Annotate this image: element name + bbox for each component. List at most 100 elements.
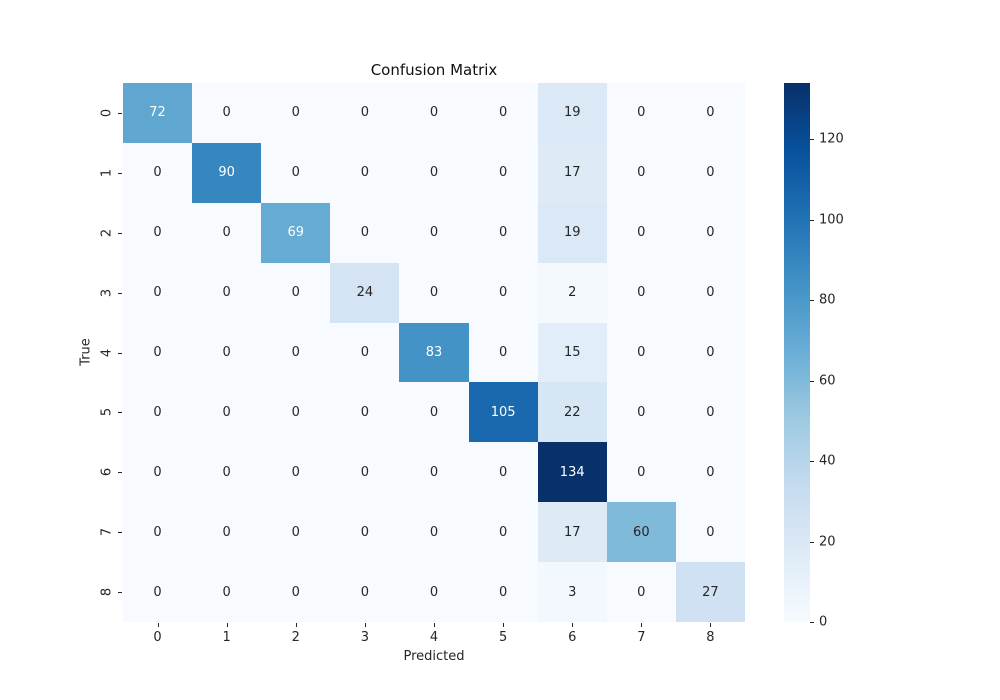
cell-value: 0 [222, 105, 231, 121]
heatmap-cell: 105 [468, 382, 538, 443]
heatmap-cell: 0 [468, 562, 538, 622]
y-tick-label: 4 [99, 348, 115, 357]
cell-value: 0 [429, 524, 439, 540]
cell-value: 0 [637, 165, 646, 181]
colorbar-tick-mark [810, 300, 814, 302]
heatmap-cell: 0 [675, 442, 745, 503]
heatmap-cell: 134 [537, 442, 607, 503]
cell-value: 19 [563, 225, 581, 241]
cell-value: 69 [287, 225, 305, 241]
cell-value: 0 [291, 404, 300, 420]
heatmap-cell: 15 [537, 322, 607, 383]
x-tick-mark [434, 623, 435, 627]
heatmap-cell: 17 [537, 142, 607, 203]
heatmap-cell: 0 [399, 502, 469, 563]
cell-value: 17 [563, 524, 581, 540]
heatmap-cell: 0 [606, 382, 676, 443]
heatmap-cell: 0 [468, 262, 538, 323]
heatmap-cell: 2 [537, 262, 607, 323]
cell-value: 0 [429, 464, 439, 480]
cell-value: 0 [637, 464, 646, 480]
heatmap-cell: 0 [675, 322, 745, 383]
x-tick-mark [364, 623, 366, 627]
cell-value: 0 [291, 524, 300, 540]
x-tick-mark [641, 623, 643, 627]
x-tick-label: 5 [498, 630, 508, 645]
heatmap-cell: 24 [330, 262, 400, 323]
cell-value: 0 [360, 225, 370, 241]
cell-value: 0 [222, 404, 231, 420]
heatmap-cell: 69 [261, 202, 331, 263]
heatmap-cell: 0 [261, 382, 331, 443]
heatmap-cell: 0 [675, 202, 745, 263]
cell-value: 0 [706, 225, 715, 241]
cell-value: 0 [360, 165, 370, 181]
cell-value: 0 [360, 464, 370, 480]
colorbar-tick-label: 100 [819, 212, 844, 228]
cell-value: 19 [563, 105, 581, 121]
cell-value: 0 [498, 344, 508, 360]
cell-value: 0 [291, 464, 300, 480]
heatmap-cell: 0 [261, 322, 331, 383]
cell-value: 0 [429, 285, 439, 301]
y-axis-label: True [78, 338, 94, 366]
y-tick-mark [118, 352, 122, 354]
heatmap-cell: 83 [399, 322, 469, 383]
cell-value: 0 [291, 344, 300, 360]
cell-value: 0 [222, 464, 231, 480]
heatmap-grid: 72 0 0 0 0 0 19 0 0 0 90 0 0 0 0 17 0 0 0 0 69 0 0 0 19 0 0 0 0 0 24 0 0… [123, 83, 745, 622]
cell-value: 0 [637, 344, 646, 360]
colorbar-tick-label: 120 [819, 131, 844, 147]
heatmap-cell: 22 [537, 382, 607, 443]
heatmap-cell: 0 [399, 382, 469, 443]
heatmap-cell: 3 [537, 562, 607, 622]
cell-value: 0 [153, 165, 162, 181]
cell-value: 0 [706, 464, 715, 480]
heatmap-cell: 17 [537, 502, 607, 563]
x-tick-mark [157, 623, 159, 627]
y-tick-label: 2 [99, 228, 115, 237]
cell-value: 0 [429, 225, 439, 241]
heatmap-cell: 0 [192, 202, 262, 263]
x-tick-label: 0 [153, 630, 162, 645]
heatmap-cell: 0 [192, 562, 262, 622]
cell-value: 0 [222, 285, 231, 301]
cell-value: 2 [568, 285, 577, 301]
cell-value: 3 [568, 584, 577, 600]
cell-value: 0 [153, 404, 162, 420]
y-tick-label: 6 [99, 468, 115, 477]
cell-value: 0 [637, 105, 646, 121]
cell-value: 0 [291, 165, 300, 181]
cell-value: 0 [222, 524, 231, 540]
colorbar-tick-mark [810, 461, 814, 463]
heatmap-cell: 19 [537, 202, 607, 263]
heatmap-cell: 0 [123, 562, 193, 622]
heatmap-cell: 0 [330, 382, 400, 443]
x-tick-label: 3 [360, 630, 370, 645]
heatmap-cell: 0 [399, 83, 469, 143]
heatmap-cell: 0 [468, 202, 538, 263]
heatmap-cell: 0 [606, 83, 676, 143]
y-tick-mark [118, 292, 122, 294]
colorbar-tick-mark [810, 622, 814, 623]
cell-value: 0 [429, 584, 439, 600]
x-tick-label: 1 [222, 630, 231, 645]
cell-value: 0 [429, 404, 439, 420]
cell-value: 0 [153, 524, 162, 540]
heatmap-cell: 0 [330, 142, 400, 203]
cell-value: 0 [222, 344, 231, 360]
cell-value: 0 [706, 105, 715, 121]
colorbar-tick-label: 60 [819, 373, 836, 389]
heatmap-cell: 0 [675, 83, 745, 143]
cell-value: 0 [498, 105, 508, 121]
heatmap-cell: 0 [330, 202, 400, 263]
heatmap-cell: 0 [261, 83, 331, 143]
heatmap-cell: 0 [606, 562, 676, 622]
x-axis-label: Predicted [403, 649, 465, 664]
x-tick-mark [226, 623, 228, 627]
heatmap-cell: 0 [123, 322, 193, 383]
heatmap-cell: 0 [606, 142, 676, 203]
heatmap-cell: 0 [123, 442, 193, 503]
heatmap-cell: 0 [261, 562, 331, 622]
heatmap-cell: 0 [192, 502, 262, 563]
